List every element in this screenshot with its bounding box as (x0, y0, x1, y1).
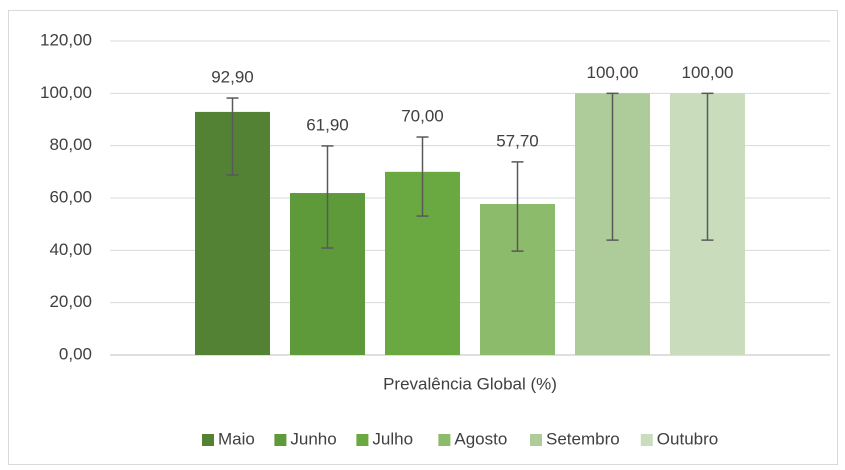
data-label: 70,00 (401, 107, 444, 126)
legend-swatch (640, 434, 653, 446)
y-tick-label: 120,00 (40, 30, 92, 49)
legend-swatch (202, 434, 214, 446)
data-label: 100,00 (682, 63, 734, 82)
legend-swatch (438, 434, 451, 446)
y-tick-label: 100,00 (40, 83, 92, 102)
legend-label: Agosto (454, 429, 507, 448)
data-label: 100,00 (587, 63, 639, 82)
legend-label: Junho (290, 429, 336, 448)
legend-label: Julho (372, 429, 413, 448)
y-tick-label: 40,00 (49, 240, 92, 259)
data-label: 61,90 (306, 115, 349, 134)
legend-swatch (356, 434, 369, 446)
y-tick-label: 20,00 (49, 292, 92, 311)
data-label: 57,70 (496, 131, 539, 150)
x-axis-label: Prevalência Global (%) (383, 374, 557, 393)
legend-label: Outubro (657, 429, 718, 448)
data-label: 92,90 (211, 68, 254, 87)
legend-label: Maio (218, 429, 255, 448)
y-tick-label: 80,00 (49, 135, 92, 154)
y-tick-label: 60,00 (49, 187, 92, 206)
legend-label: Setembro (546, 429, 620, 448)
legend-swatch (274, 434, 287, 446)
legend-swatch (530, 434, 542, 446)
y-tick-label: 0,00 (59, 344, 92, 363)
